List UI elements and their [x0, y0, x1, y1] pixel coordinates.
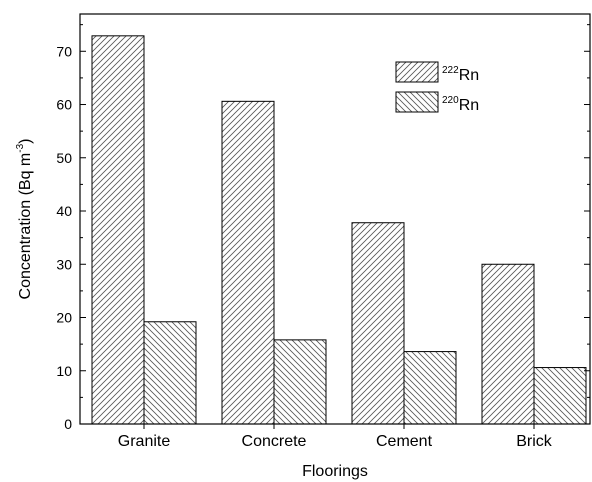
bar-220rn-brick: [533, 367, 587, 425]
legend-swatch-220rn: [395, 91, 439, 113]
y-tick-label: 60: [56, 97, 72, 113]
bar-222rn-granite: [91, 35, 145, 425]
legend: 222Rn 220Rn: [395, 61, 479, 114]
bar-220rn-granite: [143, 321, 197, 425]
bar-222rn-brick: [481, 263, 535, 425]
x-tick-label-brick: Brick: [516, 433, 553, 450]
y-tick-label: 40: [56, 203, 72, 219]
bar-222rn-cement: [351, 222, 405, 425]
x-tick-label-concrete: Concrete: [242, 433, 307, 450]
x-axis-title: Floorings: [302, 463, 368, 480]
y-axis-title: Concentration (Bq m-3): [15, 139, 34, 300]
plot-frame: [79, 13, 591, 425]
y-tick-label: 70: [56, 43, 72, 59]
y-tick-label: 30: [56, 256, 72, 272]
x-tick-label-granite: Granite: [118, 433, 171, 450]
bar-222rn-concrete: [221, 100, 275, 425]
legend-swatch-222rn: [395, 61, 439, 83]
bar-220rn-cement: [403, 351, 457, 425]
y-tick-label: 50: [56, 150, 72, 166]
legend-label-222rn: 222Rn: [442, 65, 479, 84]
x-axis: Granite Concrete Cement Brick: [118, 424, 553, 450]
y-tick-label: 0: [64, 416, 72, 432]
legend-label-220rn: 220Rn: [442, 95, 479, 114]
y-tick-label: 10: [56, 363, 72, 379]
bars-group: [91, 35, 587, 425]
y-tick-label: 20: [56, 310, 72, 326]
x-tick-label-cement: Cement: [376, 433, 433, 450]
bar-220rn-concrete: [273, 339, 327, 425]
y-axis: 0 10 20 30 40 50 60 70: [56, 24, 590, 432]
